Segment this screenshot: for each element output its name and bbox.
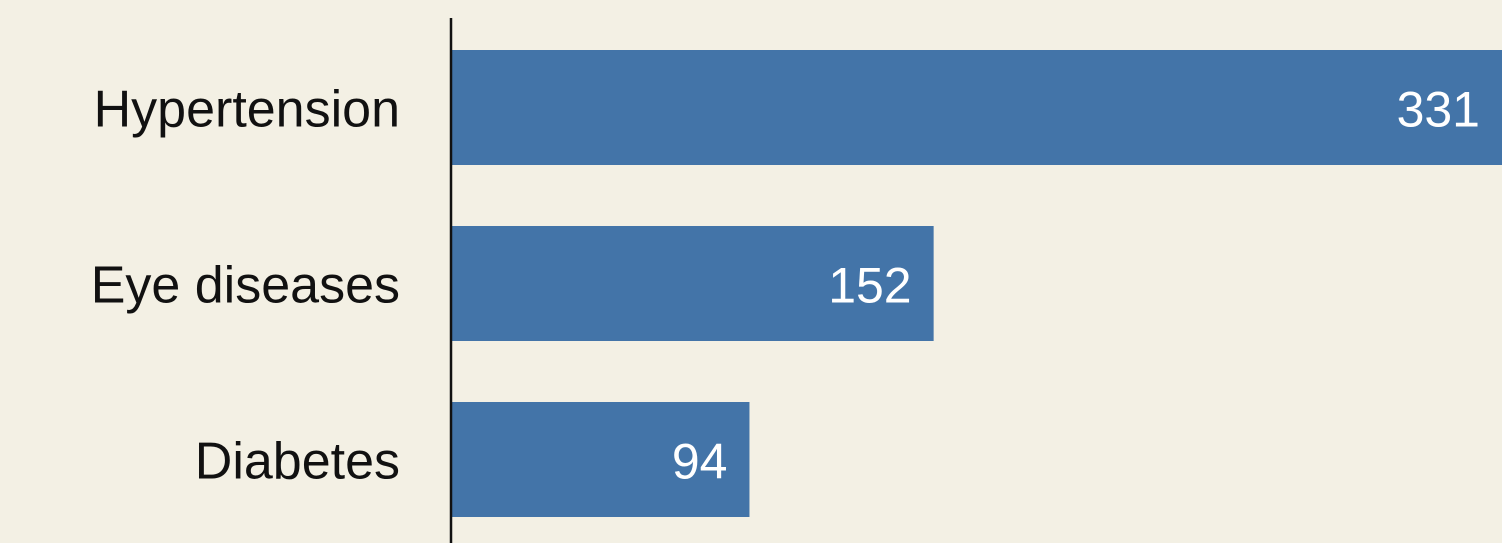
bar <box>451 226 934 341</box>
category-label: Diabetes <box>195 433 400 491</box>
value-label: 152 <box>828 258 911 314</box>
bar <box>451 50 1502 165</box>
value-label: 94 <box>672 434 728 490</box>
category-label: Hypertension <box>94 81 400 139</box>
category-label: Eye diseases <box>91 257 400 315</box>
bar <box>451 402 750 517</box>
value-label: 331 <box>1397 82 1480 138</box>
